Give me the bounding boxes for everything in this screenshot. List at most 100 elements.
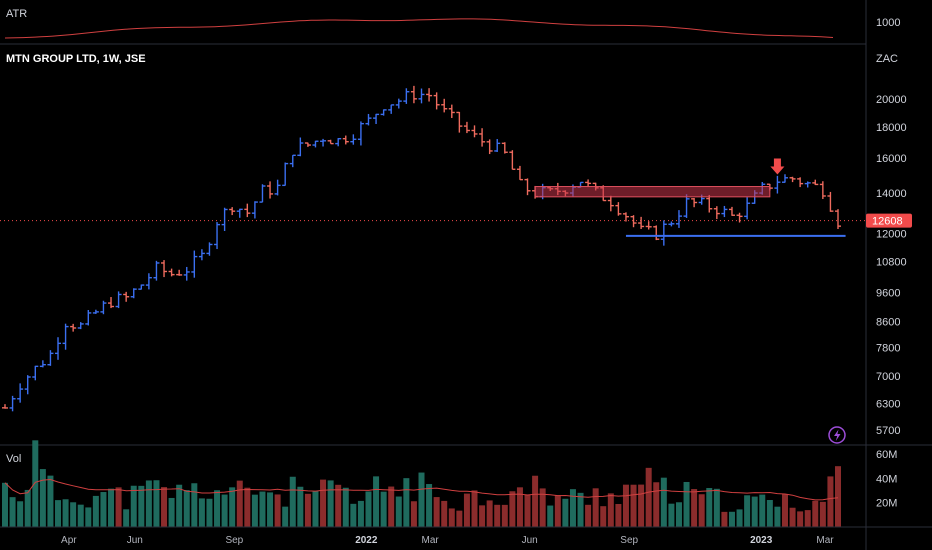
volume-bar: [259, 491, 266, 527]
volume-bar: [554, 495, 561, 527]
volume-bar: [410, 501, 417, 527]
atr-scale-label: 1000: [876, 17, 900, 29]
volume-bar: [463, 493, 470, 527]
ohlc-bar: [9, 395, 16, 412]
ohlc-bar: [282, 162, 289, 187]
ohlc-bar: [410, 85, 417, 104]
volume-bar: [660, 477, 667, 527]
volume-bar: [55, 500, 62, 527]
ohlc-bar: [55, 337, 62, 360]
ohlc-bar: [471, 125, 478, 138]
ohlc-bar: [388, 104, 395, 114]
volume-bar: [47, 475, 54, 527]
ohlc-bar: [524, 178, 531, 196]
volume-bars: [2, 440, 841, 527]
volume-bar: [145, 480, 152, 527]
volume-bar: [721, 511, 728, 527]
volume-tick-label: 20M: [876, 498, 897, 510]
ohlc-bar: [812, 179, 819, 186]
ohlc-bar: [145, 273, 152, 290]
last-price-label: 12608: [872, 216, 903, 228]
time-axis-label: Mar: [422, 535, 440, 546]
volume-bar: [471, 490, 478, 527]
time-axis-label: Jun: [522, 535, 538, 546]
volume-bar: [312, 491, 319, 527]
ohlc-bar: [486, 139, 493, 155]
atr-line: [4, 18, 834, 39]
ohlc-bar: [479, 128, 486, 147]
ohlc-bar: [638, 216, 645, 229]
price-tick-label: 16000: [876, 153, 907, 165]
volume-bar: [486, 500, 493, 527]
volume-bar: [267, 492, 274, 527]
ohlc-bar: [660, 220, 667, 246]
ohlc-bar: [312, 140, 319, 148]
ohlc-bar: [123, 291, 130, 302]
ohlc-bar: [675, 210, 682, 228]
ohlc-bar: [153, 260, 160, 281]
ohlc-bar: [161, 260, 168, 278]
volume-axis: 60M 40M 20M: [876, 449, 897, 510]
volume-bar: [835, 466, 841, 527]
volume-bar: [85, 507, 92, 527]
volume-bar: [706, 488, 713, 527]
volume-bar: [562, 498, 569, 527]
ohlc-bar: [244, 203, 251, 218]
time-axis-label: 2023: [750, 535, 773, 546]
ohlc-bar: [827, 191, 834, 212]
lightning-icon[interactable]: [828, 426, 846, 444]
volume-bar: [373, 476, 380, 527]
symbol-title: MTN GROUP LTD, 1W, JSE: [6, 53, 146, 65]
volume-bar: [630, 484, 637, 527]
last-price-badge: [866, 213, 912, 228]
ohlc-bar: [70, 323, 77, 332]
volume-bar: [766, 500, 773, 527]
ohlc-bar: [335, 137, 342, 147]
volume-bar: [289, 476, 296, 527]
volume-bar: [115, 487, 122, 527]
price-tick-label: 9600: [876, 288, 900, 300]
ohlc-bar: [168, 268, 175, 277]
volume-bar: [653, 482, 660, 527]
ohlc-bar: [622, 212, 629, 222]
volume-bar: [17, 501, 24, 527]
ohlc-bar: [365, 113, 372, 126]
ohlc-bar: [585, 179, 592, 188]
volume-bar: [123, 509, 130, 527]
price-tick-label: 7800: [876, 342, 900, 354]
volume-bar: [592, 488, 599, 527]
volume-bar: [426, 484, 433, 527]
volume-bar: [524, 494, 531, 527]
ohlc-bar: [426, 88, 433, 102]
ohlc-bar: [668, 221, 675, 227]
volume-bar: [335, 484, 342, 527]
ohlc-bars: [2, 85, 841, 412]
ohlc-bar: [108, 297, 115, 309]
volume-bar: [153, 480, 160, 527]
volume-bar: [759, 494, 766, 527]
volume-bar: [236, 480, 243, 527]
volume-bar: [691, 489, 698, 527]
volume-bar: [244, 487, 251, 527]
ohlc-bar: [706, 194, 713, 213]
price-tick-label: 10800: [876, 256, 907, 268]
price-axis: 20000 18000 16000 14000 12000 10800 9600 8600 78…: [876, 94, 907, 437]
last-price-tag: 12608: [866, 213, 912, 228]
ohlc-bar: [645, 221, 652, 230]
volume-bar: [39, 469, 46, 527]
ohlc-bar: [2, 404, 8, 409]
volume-bar: [615, 504, 622, 527]
volume-bar: [532, 475, 539, 527]
volume-bar: [728, 511, 735, 527]
ohlc-bar: [691, 197, 698, 208]
volume-bar: [547, 505, 554, 527]
volume-bar: [713, 488, 720, 527]
ohlc-bar: [229, 207, 236, 216]
volume-bar: [191, 483, 198, 527]
volume-bar: [161, 487, 168, 527]
volume-bar: [251, 494, 258, 527]
ohlc-bar: [100, 300, 107, 315]
volume-bar: [77, 504, 84, 527]
ohlc-bar: [357, 121, 364, 146]
